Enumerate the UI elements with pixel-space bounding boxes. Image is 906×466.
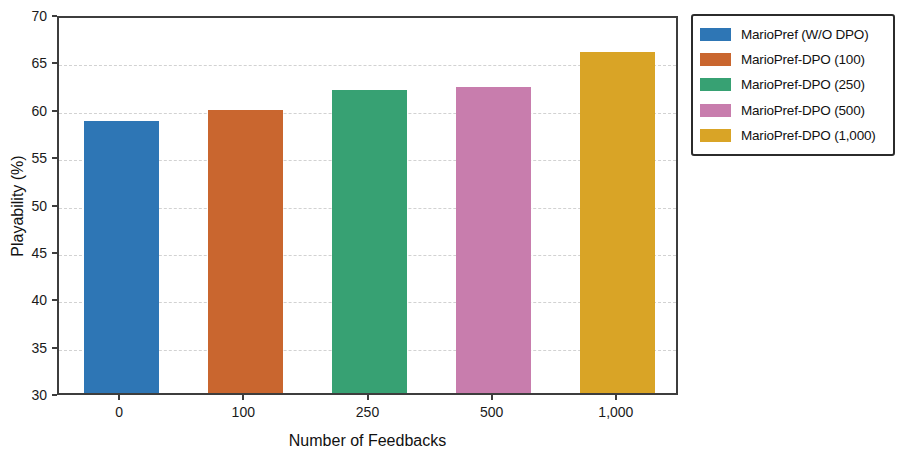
ytick-label-30: 30 [13, 387, 47, 403]
chart-container: Playability (%) Number of Feedbacks 3035… [0, 0, 906, 466]
legend-label: MarioPref-DPO (100) [741, 52, 865, 67]
xtick-label-0: 0 [115, 404, 123, 420]
legend-label: MarioPref-DPO (500) [741, 103, 865, 118]
legend: MarioPref (W/O DPO) MarioPref-DPO (100) Ma… [691, 14, 895, 156]
xtick-mark-500 [491, 395, 493, 400]
xtick-label-100: 100 [232, 404, 255, 420]
plot-area [57, 16, 678, 395]
legend-swatch-icon [700, 28, 731, 41]
x-axis-label: Number of Feedbacks [57, 432, 678, 450]
bar-250 [332, 90, 407, 393]
ytick-mark-35 [52, 347, 57, 349]
ytick-label-50: 50 [13, 198, 47, 214]
ytick-label-55: 55 [13, 150, 47, 166]
ytick-mark-60 [52, 110, 57, 112]
xtick-mark-100 [242, 395, 244, 400]
legend-entry-1: MarioPref-DPO (100) [700, 47, 886, 72]
ytick-label-60: 60 [13, 103, 47, 119]
xtick-mark-1000 [615, 395, 617, 400]
ytick-mark-40 [52, 299, 57, 301]
ytick-mark-50 [52, 205, 57, 207]
legend-swatch-icon [700, 78, 731, 91]
ytick-mark-70 [52, 15, 57, 17]
legend-swatch-icon [700, 53, 731, 66]
legend-label: MarioPref-DPO (1,000) [741, 128, 876, 143]
bar-0 [84, 121, 159, 393]
ytick-label-35: 35 [13, 340, 47, 356]
xtick-label-500: 500 [480, 404, 503, 420]
legend-entry-4: MarioPref-DPO (1,000) [700, 123, 886, 148]
ytick-mark-65 [52, 62, 57, 64]
legend-label: MarioPref (W/O DPO) [741, 27, 868, 42]
legend-entry-3: MarioPref-DPO (500) [700, 98, 886, 123]
bar-100 [208, 110, 283, 393]
xtick-label-250: 250 [356, 404, 379, 420]
xtick-label-1000: 1,000 [598, 404, 633, 420]
ytick-label-65: 65 [13, 55, 47, 71]
legend-entry-0: MarioPref (W/O DPO) [700, 22, 886, 47]
legend-label: MarioPref-DPO (250) [741, 77, 865, 92]
ytick-label-70: 70 [13, 8, 47, 24]
ytick-mark-55 [52, 157, 57, 159]
legend-entry-2: MarioPref-DPO (250) [700, 72, 886, 97]
ytick-mark-30 [52, 394, 57, 396]
legend-swatch-icon [700, 104, 731, 117]
bar-1000 [580, 52, 655, 393]
xtick-mark-0 [118, 395, 120, 400]
ytick-label-45: 45 [13, 245, 47, 261]
ytick-label-40: 40 [13, 292, 47, 308]
bar-500 [456, 87, 531, 393]
ytick-mark-45 [52, 252, 57, 254]
legend-swatch-icon [700, 129, 731, 142]
xtick-mark-250 [367, 395, 369, 400]
